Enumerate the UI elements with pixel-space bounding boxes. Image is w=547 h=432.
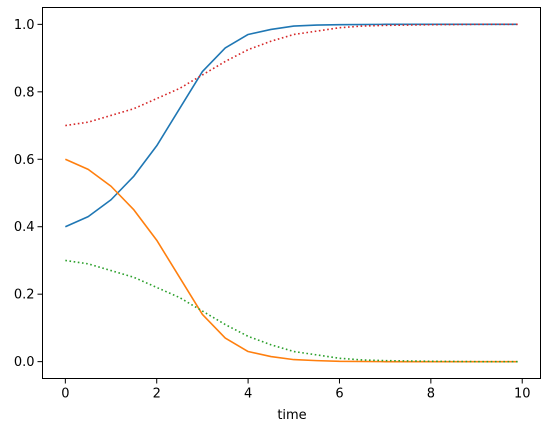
series-line-1 (65, 23, 518, 228)
x-tick-label: 10 (514, 387, 531, 402)
plot-frame (42, 7, 541, 379)
series-layer (65, 23, 518, 363)
x-axis: 0 2 4 6 8 10 (61, 378, 531, 402)
y-tick-label: 0.8 (14, 85, 35, 100)
y-tick-label: 0.0 (14, 355, 35, 370)
y-tick-label: 1.0 (14, 18, 35, 33)
series-line-2 (65, 158, 518, 363)
x-tick-label: 8 (427, 387, 435, 402)
x-tick-label: 6 (335, 387, 343, 402)
y-axis: 0.0 0.2 0.4 0.6 0.8 1.0 (14, 18, 43, 370)
x-tick-label: 0 (61, 387, 69, 402)
x-axis-label: time (277, 408, 306, 423)
y-tick-label: 0.2 (14, 288, 35, 303)
y-tick-label: 0.4 (14, 220, 35, 235)
x-tick-label: 2 (153, 387, 161, 402)
x-tick-label: 4 (244, 387, 252, 402)
y-tick-label: 0.6 (14, 153, 35, 168)
